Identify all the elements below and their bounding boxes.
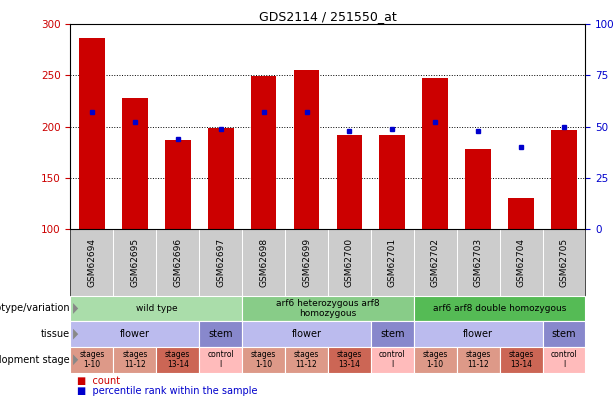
Bar	[242, 321, 371, 347]
Bar	[328, 347, 371, 373]
Text: flower: flower	[120, 329, 150, 339]
Text: GSM62695: GSM62695	[131, 238, 139, 287]
Bar	[251, 77, 276, 229]
Text: GSM62705: GSM62705	[560, 238, 568, 287]
Text: GSM62704: GSM62704	[517, 238, 525, 287]
Bar	[371, 347, 414, 373]
Text: tissue: tissue	[40, 329, 70, 339]
Text: stem: stem	[208, 329, 233, 339]
Text: genotype/variation: genotype/variation	[0, 303, 70, 313]
Bar	[543, 321, 585, 347]
Text: stages
1-10: stages 1-10	[79, 350, 105, 369]
Text: flower: flower	[292, 329, 321, 339]
Text: stages
11-12: stages 11-12	[465, 350, 491, 369]
Bar	[242, 296, 414, 321]
Title: GDS2114 / 251550_at: GDS2114 / 251550_at	[259, 10, 397, 23]
Bar	[414, 347, 457, 373]
Text: GSM62699: GSM62699	[302, 238, 311, 287]
Text: development stage: development stage	[0, 355, 70, 365]
Text: stages
11-12: stages 11-12	[122, 350, 148, 369]
Bar	[500, 347, 543, 373]
Text: wild type: wild type	[135, 304, 177, 313]
Text: GSM62698: GSM62698	[259, 238, 268, 287]
Text: arf6 arf8 double homozygous: arf6 arf8 double homozygous	[433, 304, 566, 313]
Text: arf6 heterozygous arf8
homozygous: arf6 heterozygous arf8 homozygous	[276, 299, 380, 318]
Bar	[379, 135, 405, 229]
Text: control
l: control l	[379, 350, 406, 369]
Bar	[551, 130, 577, 229]
Bar	[422, 79, 448, 229]
Text: ■  count: ■ count	[77, 376, 120, 386]
Bar	[70, 296, 242, 321]
Bar	[371, 321, 414, 347]
Polygon shape	[73, 354, 78, 365]
Bar	[337, 135, 362, 229]
Text: stages
13-14: stages 13-14	[337, 350, 362, 369]
Polygon shape	[73, 329, 78, 339]
Text: stages
1-10: stages 1-10	[251, 350, 276, 369]
Text: stages
11-12: stages 11-12	[294, 350, 319, 369]
Text: stem: stem	[552, 329, 576, 339]
Text: flower: flower	[463, 329, 493, 339]
Polygon shape	[73, 303, 78, 314]
Bar	[414, 296, 585, 321]
Bar	[199, 347, 242, 373]
Text: control
l: control l	[207, 350, 234, 369]
Text: control
l: control l	[550, 350, 577, 369]
Text: GSM62702: GSM62702	[431, 238, 440, 287]
Text: stages
13-14: stages 13-14	[165, 350, 191, 369]
Bar	[285, 347, 328, 373]
Bar	[165, 140, 191, 229]
Text: stages
1-10: stages 1-10	[422, 350, 448, 369]
Bar	[199, 321, 242, 347]
Text: ■  percentile rank within the sample: ■ percentile rank within the sample	[77, 386, 257, 396]
Bar	[70, 347, 113, 373]
Bar	[465, 149, 491, 229]
Bar	[508, 198, 534, 229]
Text: stem: stem	[380, 329, 405, 339]
Bar	[70, 321, 199, 347]
Text: stages
13-14: stages 13-14	[508, 350, 534, 369]
Text: GSM62703: GSM62703	[474, 238, 482, 287]
Text: GSM62697: GSM62697	[216, 238, 225, 287]
Bar	[242, 347, 285, 373]
Bar	[122, 98, 148, 229]
Bar	[457, 347, 500, 373]
Bar	[414, 321, 543, 347]
Bar	[113, 347, 156, 373]
Bar	[79, 38, 105, 229]
Text: GSM62696: GSM62696	[173, 238, 182, 287]
Bar	[294, 70, 319, 229]
Bar	[156, 347, 199, 373]
Text: GSM62700: GSM62700	[345, 238, 354, 287]
Bar	[208, 128, 234, 229]
Text: GSM62694: GSM62694	[88, 238, 96, 287]
Bar	[543, 347, 585, 373]
Text: GSM62701: GSM62701	[388, 238, 397, 287]
